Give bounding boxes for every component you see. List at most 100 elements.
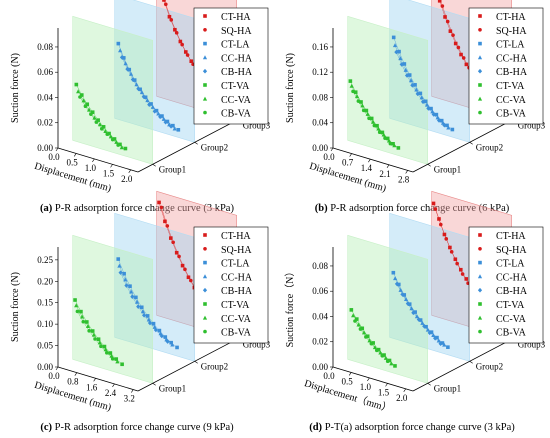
data-point-CT-LA: [440, 341, 445, 345]
legend-label-CC-VA: CC-VA: [221, 314, 252, 325]
data-point-CC-VA: [392, 143, 397, 148]
data-point-CT-HA: [458, 267, 463, 272]
legend-label-CT-VA: CT-VA: [221, 81, 250, 92]
data-point-CC-HA: [393, 276, 398, 281]
data-point-CT-LA: [402, 293, 407, 297]
data-point-CB-HA: [142, 312, 147, 318]
data-point-CT-LA: [424, 324, 428, 329]
data-point-CT-HA: [167, 14, 172, 19]
data-point-CT-VA: [96, 337, 101, 342]
x-tick: [73, 153, 77, 157]
data-point-CT-LA: [391, 35, 396, 40]
x-tick-label: 0.0: [48, 371, 60, 381]
data-point-CT-LA: [139, 305, 144, 310]
group-label-1: Group1: [434, 383, 462, 393]
z-tick-label: 0.16: [312, 42, 328, 52]
data-point-CB-VA: [367, 116, 371, 121]
x-tick-label: 0.5: [342, 376, 354, 386]
legend-label-CB-VA: CB-VA: [496, 328, 527, 339]
data-point-CT-LA: [157, 328, 162, 333]
data-point-CC-HA: [118, 48, 123, 53]
data-point-CB-HA: [136, 86, 141, 92]
data-point-CT-VA: [364, 108, 369, 113]
panel-2: 0.00 0.04 0.08 0.12 0.16 Suction force (N) 0.0…: [285, 0, 546, 214]
x-tick: [55, 366, 59, 371]
data-point-SQ-HA: [451, 33, 455, 37]
data-point-SQ-HA: [165, 224, 170, 228]
z-tick-label: 0.08: [312, 92, 328, 102]
data-point-CT-HA: [180, 263, 185, 268]
data-point-CC-VA: [119, 145, 124, 150]
data-point-CT-LA: [434, 112, 439, 117]
data-point-CT-LA: [149, 102, 153, 106]
data-point-CT-VA: [79, 93, 84, 97]
data-point-CT-HA: [178, 39, 183, 44]
x-tick-label: 2.0: [121, 174, 133, 184]
group-label-1: Group1: [159, 164, 187, 174]
data-point-CB-HA: [394, 49, 399, 55]
legend-marker-CC-HA: [202, 274, 208, 279]
legend-marker-CB-HA: [477, 287, 483, 293]
data-point-CT-LA: [154, 108, 159, 113]
data-point-CB-HA: [436, 118, 442, 123]
group-tick: [152, 383, 156, 386]
z-tick-label: 0.00: [37, 362, 53, 372]
data-point-CT-VA: [123, 146, 128, 151]
data-point-CT-LA: [169, 340, 173, 345]
data-point-SQ-HA: [183, 267, 187, 272]
group-label-3: Group3: [518, 339, 546, 349]
data-point-SQ-HA: [433, 207, 438, 211]
data-point-CB-VA: [383, 136, 387, 141]
data-point-CC-HA: [170, 342, 175, 347]
data-point-CT-LA: [176, 128, 181, 132]
z-tick-label: 0.06: [312, 286, 328, 296]
group-label-2: Group2: [476, 142, 504, 152]
x-tick-label: 1.6: [86, 382, 98, 392]
panel-3: 0.00 0.05 0.10 0.15 0.20 0.25 Suction force (N…: [10, 190, 271, 433]
data-point-CB-VA: [89, 112, 93, 116]
group-axis-line: [137, 333, 248, 392]
data-point-CT-VA: [396, 146, 401, 150]
group-axis-line: [412, 333, 523, 392]
group-label-1: Group1: [159, 383, 187, 393]
legend-marker-SQ-HA: [478, 247, 482, 251]
data-point-CT-VA: [85, 102, 90, 107]
data-point-CT-VA: [349, 308, 354, 312]
data-point-CB-VA: [116, 143, 120, 147]
x-tick-label: 0.8: [67, 377, 79, 387]
data-point-CB-VA: [87, 329, 91, 333]
series-line-CB-HA: [121, 57, 172, 127]
x-axis-line: [332, 147, 414, 173]
z-tick-label: 0.08: [312, 261, 328, 271]
x-tick-label: 0.7: [342, 158, 354, 168]
data-point-CT-HA: [174, 250, 179, 255]
legend-marker-CT-HA: [478, 233, 482, 237]
legend-marker-CT-VA: [478, 83, 482, 87]
x-tick: [349, 153, 352, 157]
data-point-CT-VA: [354, 317, 359, 321]
z-axis-title: Suction force (N): [10, 53, 21, 123]
data-point-SQ-HA: [438, 222, 443, 227]
group-axis-line: [137, 114, 248, 173]
z-tick-label: 0.15: [37, 298, 53, 308]
x-tick: [330, 147, 334, 152]
legend-marker-CT-VA: [478, 302, 482, 306]
group-label-3: Group3: [243, 339, 271, 349]
group-plane-1: [72, 234, 153, 384]
data-point-CC-HA: [414, 314, 420, 319]
data-point-CT-LA: [435, 335, 439, 340]
data-point-CB-HA: [147, 320, 153, 326]
x-tick: [385, 383, 388, 387]
series-line-CB-HA: [396, 51, 445, 126]
data-point-CC-VA: [361, 330, 367, 335]
data-point-CT-LA: [134, 295, 138, 300]
z-axis-title: Suction force (N): [10, 272, 21, 342]
data-point-CB-HA: [168, 124, 174, 129]
data-point-CT-VA: [385, 136, 390, 141]
data-point-CT-LA: [413, 83, 417, 87]
data-point-CB-VA: [110, 357, 115, 361]
legend-marker-CT-LA: [478, 260, 482, 265]
data-point-CB-HA: [124, 283, 129, 288]
data-point-CC-HA: [139, 90, 145, 95]
panel-caption: (d) P-T(a) adsorption force change curve…: [309, 422, 515, 433]
